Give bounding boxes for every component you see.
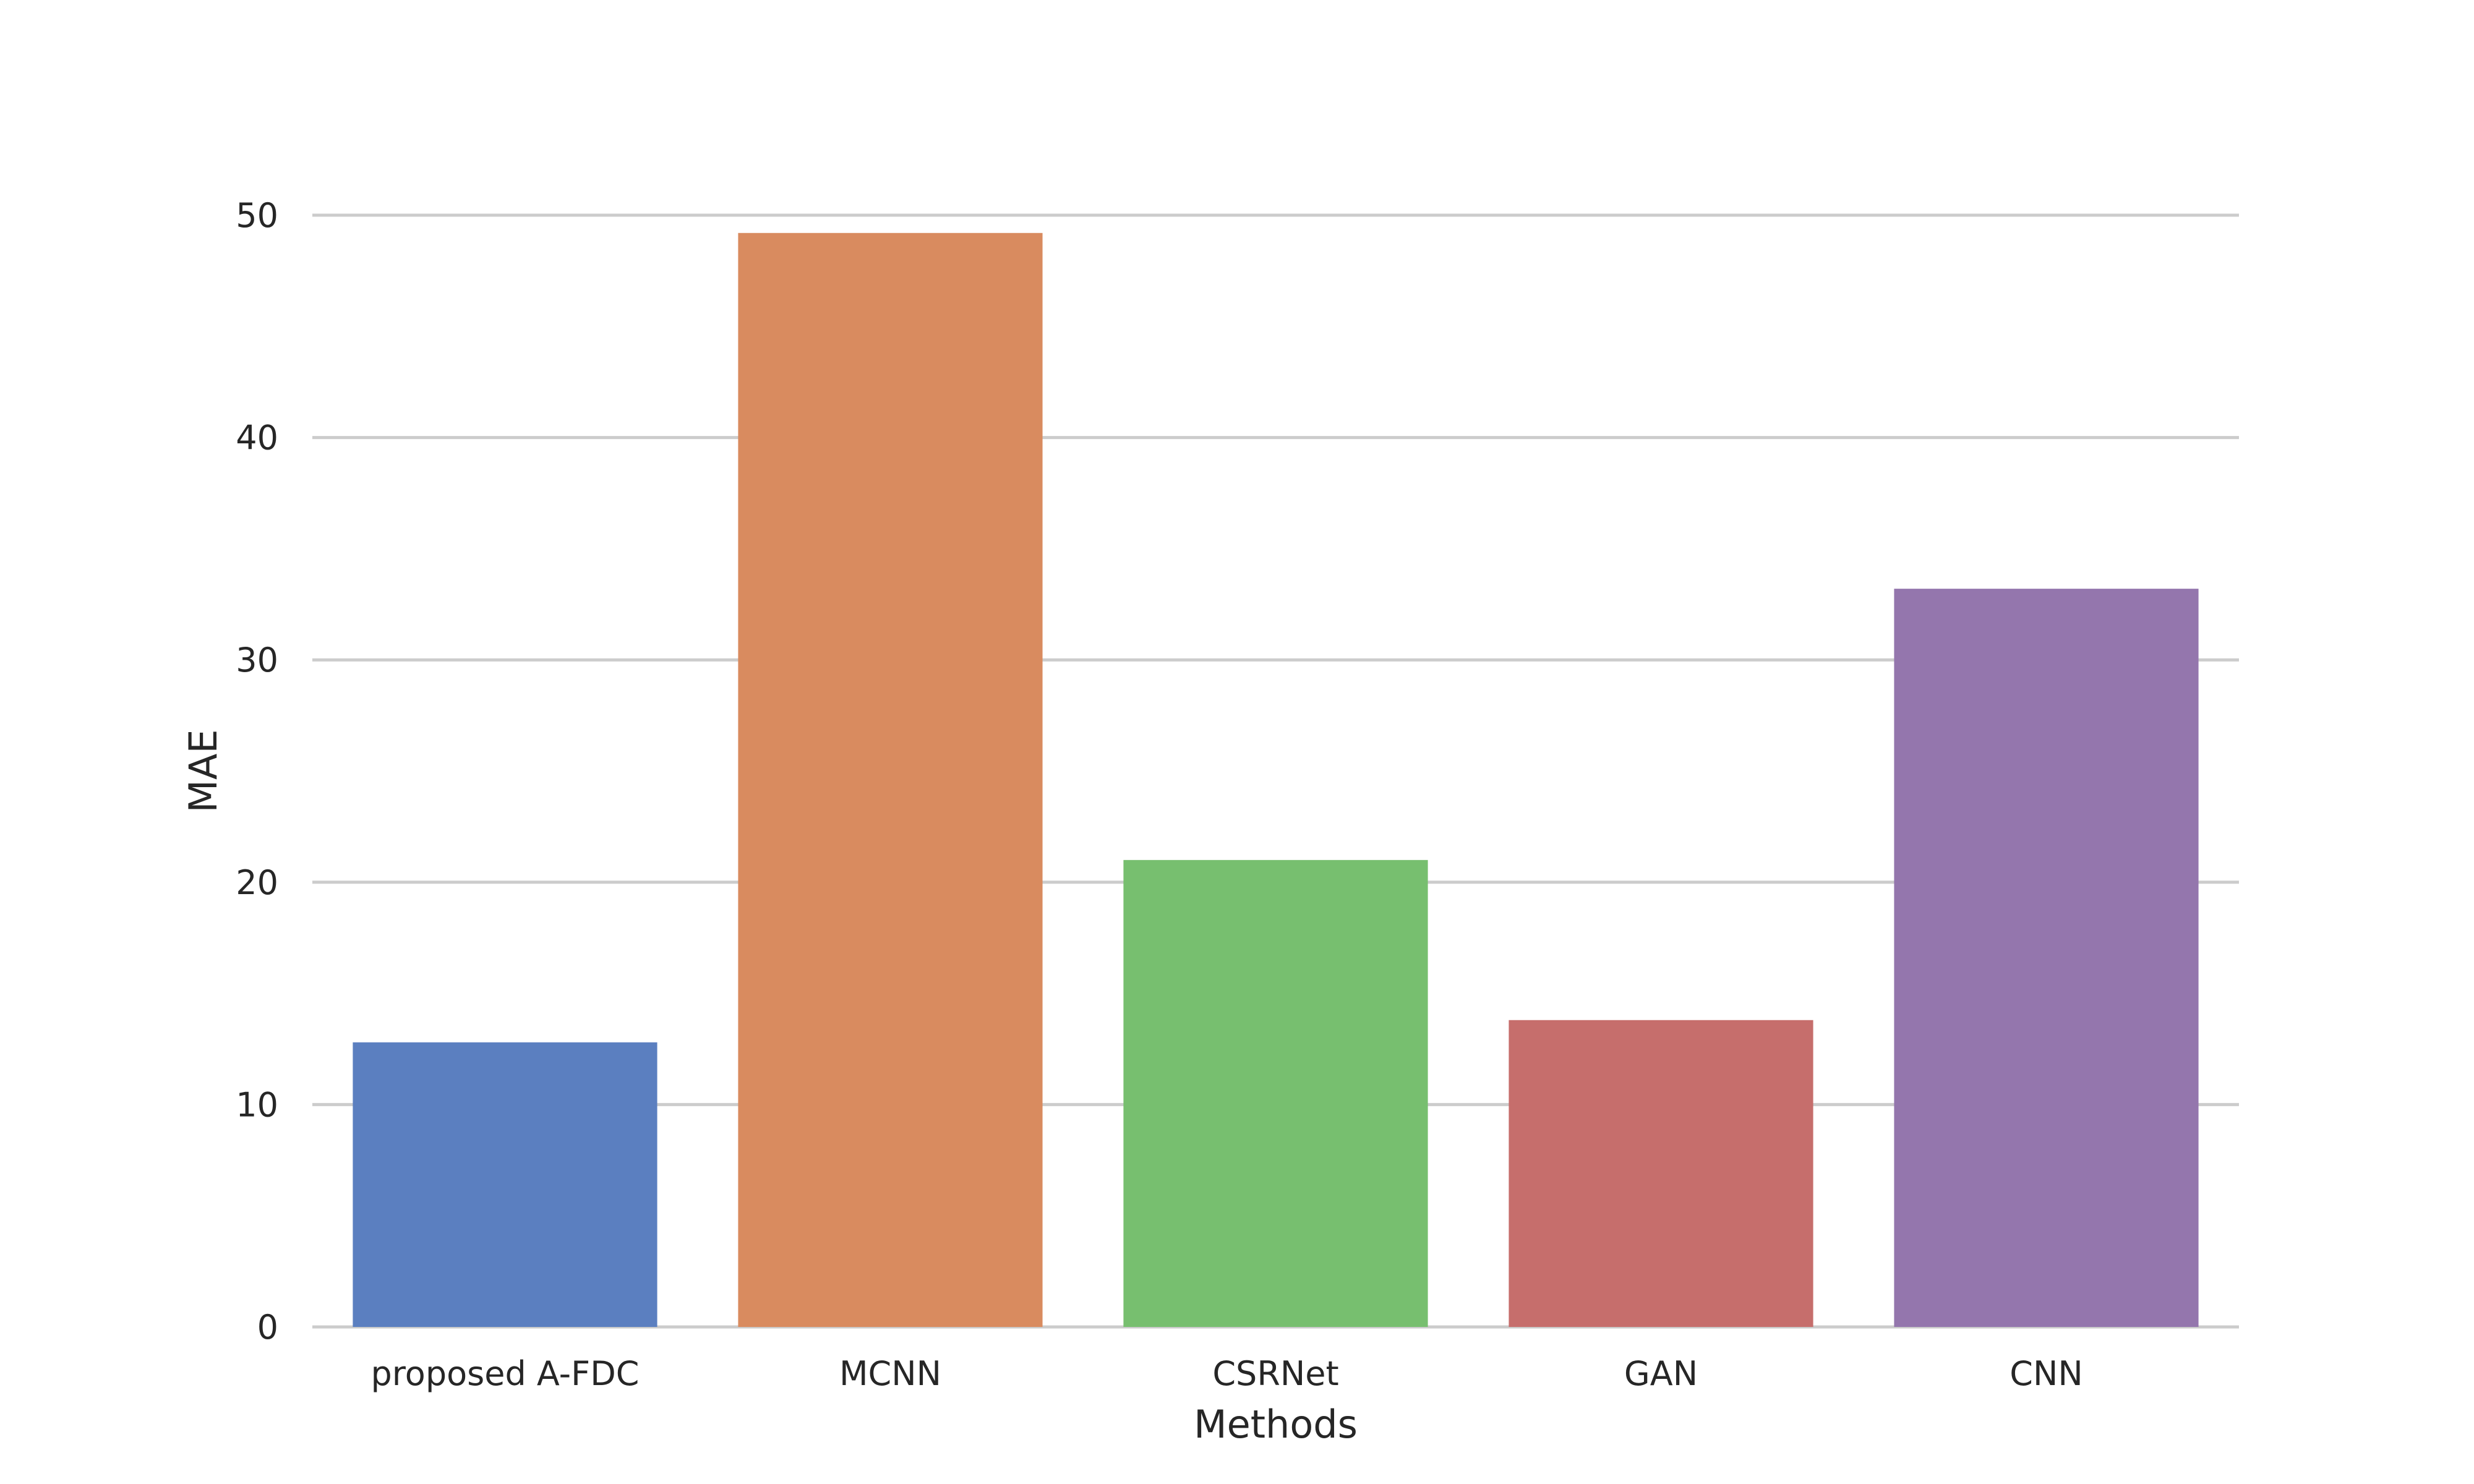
y-tick-label: 30 bbox=[236, 641, 278, 680]
x-tick-label: proposed A-FDC bbox=[370, 1354, 639, 1393]
x-tick-label: CSRNet bbox=[1212, 1354, 1338, 1393]
bar-cnn bbox=[1894, 589, 2199, 1328]
x-tick-label: GAN bbox=[1624, 1354, 1698, 1393]
x-tick-labels: proposed A-FDC MCNN CSRNet GAN CNN bbox=[370, 1354, 2082, 1393]
y-tick-labels: 0 10 20 30 40 50 bbox=[236, 196, 278, 1347]
y-tick-label: 50 bbox=[236, 196, 278, 235]
y-tick-label: 10 bbox=[236, 1085, 278, 1124]
y-axis-label: MAE bbox=[181, 729, 226, 812]
x-tick-label: MCNN bbox=[839, 1354, 941, 1393]
y-tick-label: 0 bbox=[257, 1308, 278, 1347]
bar-mcnn bbox=[738, 232, 1043, 1327]
x-tick-label: CNN bbox=[2010, 1354, 2083, 1393]
bar-csrnet bbox=[1123, 859, 1428, 1327]
bar-proposed-a-fdc bbox=[353, 1042, 657, 1327]
bar-gan bbox=[1509, 1020, 1813, 1327]
x-axis-label: Methods bbox=[1194, 1402, 1358, 1447]
y-tick-label: 20 bbox=[236, 863, 278, 902]
y-tick-label: 40 bbox=[236, 419, 278, 458]
bars bbox=[353, 232, 2199, 1328]
